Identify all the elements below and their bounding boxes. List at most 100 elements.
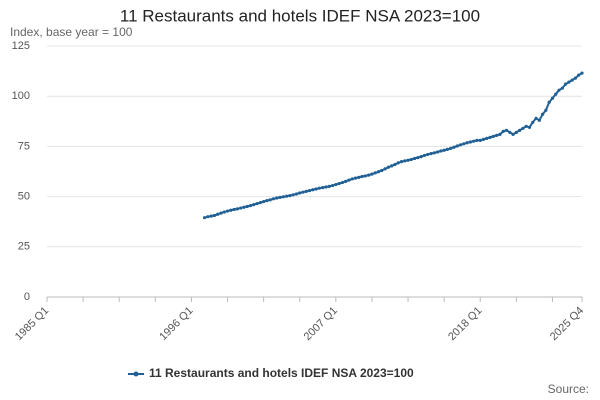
point [321, 185, 325, 190]
point [468, 140, 473, 144]
point [534, 116, 538, 120]
point [268, 198, 272, 202]
point [380, 168, 384, 173]
point [544, 108, 548, 112]
point [435, 150, 440, 154]
point [560, 86, 564, 90]
point [481, 137, 486, 141]
point [449, 146, 453, 151]
point [406, 158, 410, 162]
point [314, 187, 318, 191]
point [429, 152, 433, 156]
point [202, 216, 207, 220]
point [393, 162, 397, 167]
point [225, 209, 230, 213]
point [337, 181, 341, 186]
point [373, 171, 377, 175]
x-tick-label: 2025 Q4 [548, 305, 586, 343]
point [458, 143, 463, 147]
point [531, 120, 535, 124]
point [285, 194, 289, 198]
y-tick-label: 100 [12, 90, 30, 102]
point [399, 160, 404, 164]
point [557, 88, 561, 92]
y-axis-label: Index, base year = 100 [10, 25, 133, 39]
point [291, 193, 295, 197]
x-tick-label: 2018 Q1 [446, 305, 484, 343]
point [439, 149, 443, 153]
point [504, 128, 509, 132]
point [216, 212, 220, 216]
point [527, 125, 532, 129]
line [204, 72, 583, 219]
point [278, 195, 282, 200]
point [324, 185, 328, 189]
point [537, 118, 541, 122]
legend-marker [133, 371, 139, 377]
point [222, 210, 226, 214]
point [235, 207, 239, 211]
point [541, 112, 545, 116]
y-tick-label: 125 [12, 40, 30, 52]
point [508, 130, 512, 134]
point [383, 167, 387, 171]
point [524, 124, 528, 128]
point [307, 188, 312, 193]
point [239, 206, 243, 210]
point [573, 76, 578, 80]
x-tick-label: 2007 Q1 [302, 305, 340, 343]
point [419, 155, 423, 159]
point [485, 136, 489, 140]
point [416, 156, 420, 160]
point [367, 173, 371, 177]
point [301, 190, 305, 194]
point [432, 151, 436, 155]
point [570, 78, 574, 82]
point [498, 132, 502, 136]
point [472, 139, 476, 143]
point [501, 129, 505, 133]
y-tick-label: 25 [18, 241, 30, 253]
point [403, 159, 407, 163]
point [518, 128, 522, 132]
point [413, 156, 417, 161]
point [445, 147, 450, 152]
y-tick-label: 50 [18, 191, 30, 203]
chart-title: 11 Restaurants and hotels IDEF NSA 2023=… [120, 6, 480, 25]
point [495, 133, 499, 137]
point [330, 183, 335, 188]
point [311, 188, 315, 192]
point [209, 214, 213, 218]
point [426, 152, 430, 157]
point [317, 186, 322, 190]
point [212, 213, 216, 218]
point [255, 202, 259, 206]
point [521, 126, 525, 130]
x-tick-label: 1985 Q1 [13, 305, 51, 343]
point [514, 130, 518, 134]
point [294, 192, 299, 196]
point [376, 170, 381, 174]
point [350, 177, 354, 181]
point [245, 204, 249, 209]
point [396, 161, 400, 165]
point [357, 175, 361, 179]
point [409, 157, 413, 162]
point [258, 201, 262, 205]
y-tick-label: 0 [24, 291, 30, 303]
point [455, 144, 459, 148]
point [265, 199, 269, 203]
point [478, 138, 482, 142]
point [271, 197, 276, 201]
y-tick-label: 75 [18, 140, 30, 152]
point [370, 172, 374, 176]
point [462, 142, 466, 146]
point [288, 193, 292, 198]
point [344, 179, 348, 183]
point [386, 165, 390, 169]
point [262, 200, 266, 204]
point [452, 145, 456, 149]
point [465, 141, 469, 145]
point [334, 182, 338, 187]
